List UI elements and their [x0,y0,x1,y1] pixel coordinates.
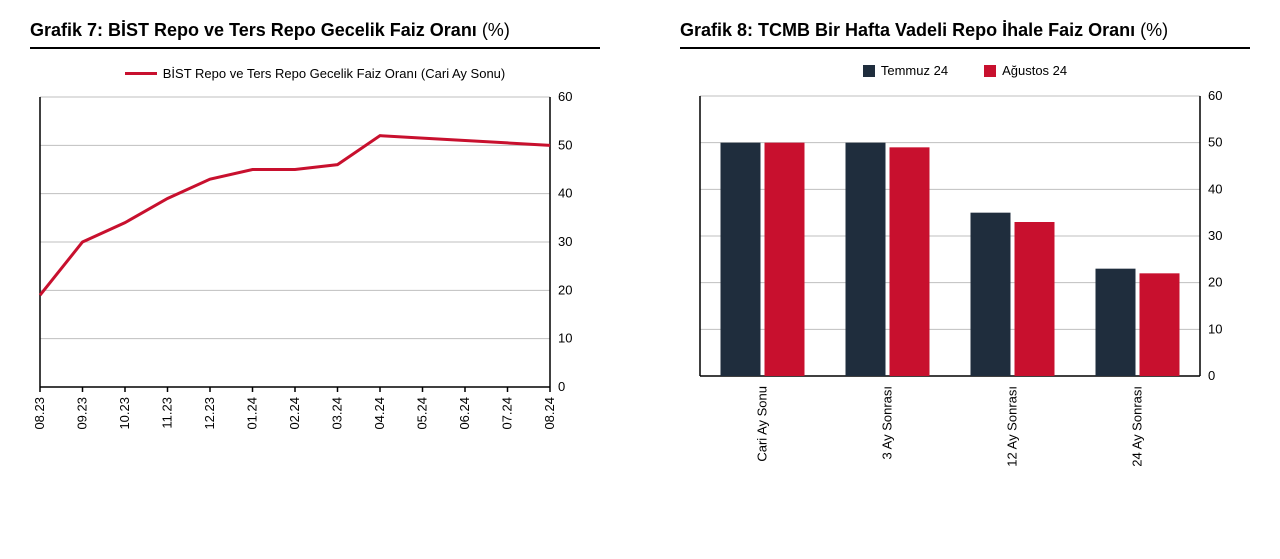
svg-text:30: 30 [1208,228,1222,243]
chart8-legend: Temmuz 24 Ağustos 24 [680,63,1250,80]
svg-text:08.24: 08.24 [542,397,557,430]
chart7-title-unit: (%) [477,20,510,40]
chart7-plot: 0 10 20 30 40 50 60 08.23 09.23 10.23 11.23 12.23 01… [30,87,600,467]
chart8-legend-item: Temmuz 24 [863,63,948,78]
svg-text:0: 0 [558,379,565,394]
svg-text:40: 40 [558,186,572,201]
svg-text:30: 30 [558,234,572,249]
chart8-title-main: TCMB Bir Hafta Vadeli Repo İhale Faiz Or… [758,20,1135,40]
chart7-panel: Grafik 7: BİST Repo ve Ters Repo Gecelik… [30,20,600,467]
chart8-svg: 0 10 20 30 40 50 60 Cari Ay Sonu 3 Ay Sonrası 12 … [680,86,1240,466]
chart8-legend-label: Temmuz 24 [881,63,948,78]
svg-text:3 Ay Sonrası: 3 Ay Sonrası [880,386,895,459]
legend-swatch-icon [984,65,996,77]
svg-text:11.23: 11.23 [160,397,175,429]
svg-text:Cari Ay Sonu: Cari Ay Sonu [755,386,770,462]
chart7-legend-label: BİST Repo ve Ters Repo Gecelik Faiz Oran… [163,66,505,81]
svg-text:24 Ay Sonrası: 24 Ay Sonrası [1130,386,1145,466]
svg-text:0: 0 [1208,368,1215,383]
chart8-panel: Grafik 8: TCMB Bir Hafta Vadeli Repo İha… [680,20,1250,467]
chart8-legend-item: Ağustos 24 [984,63,1067,78]
svg-text:20: 20 [558,282,572,297]
svg-text:08.23: 08.23 [32,397,47,430]
chart8-title: Grafik 8: TCMB Bir Hafta Vadeli Repo İha… [680,20,1250,49]
legend-swatch-icon [863,65,875,77]
chart8-plot: 0 10 20 30 40 50 60 Cari Ay Sonu 3 Ay Sonrası 12 … [680,86,1250,466]
chart7-svg: 0 10 20 30 40 50 60 08.23 09.23 10.23 11.23 12.23 01… [30,87,590,467]
svg-text:02.24: 02.24 [287,397,302,430]
svg-text:07.24: 07.24 [500,397,515,430]
svg-text:50: 50 [558,137,572,152]
chart7-title-main: BİST Repo ve Ters Repo Gecelik Faiz Oran… [108,20,477,40]
svg-text:20: 20 [1208,274,1222,289]
svg-text:60: 60 [558,89,572,104]
svg-text:09.23: 09.23 [75,397,90,430]
chart7-legend-item: BİST Repo ve Ters Repo Gecelik Faiz Oran… [125,66,505,81]
chart8-legend-label: Ağustos 24 [1002,63,1067,78]
svg-text:03.24: 03.24 [330,397,345,430]
svg-text:50: 50 [1208,134,1222,149]
svg-text:10: 10 [1208,321,1222,336]
svg-text:01.24: 01.24 [245,397,260,430]
chart7-title-prefix: Grafik 7: [30,20,108,40]
svg-text:10: 10 [558,331,572,346]
svg-text:12.23: 12.23 [202,397,217,430]
chart7-title: Grafik 7: BİST Repo ve Ters Repo Gecelik… [30,20,600,49]
svg-text:04.24: 04.24 [372,397,387,430]
svg-text:40: 40 [1208,181,1222,196]
chart7-legend: BİST Repo ve Ters Repo Gecelik Faiz Oran… [30,63,600,81]
chart8-title-unit: (%) [1135,20,1168,40]
svg-text:10.23: 10.23 [117,397,132,430]
svg-text:12 Ay Sonrası: 12 Ay Sonrası [1005,386,1020,466]
line-swatch-icon [125,72,157,75]
charts-row: Grafik 7: BİST Repo ve Ters Repo Gecelik… [30,20,1250,467]
svg-text:60: 60 [1208,88,1222,103]
chart8-title-prefix: Grafik 8: [680,20,758,40]
svg-text:06.24: 06.24 [457,397,472,430]
svg-text:05.24: 05.24 [415,397,430,430]
